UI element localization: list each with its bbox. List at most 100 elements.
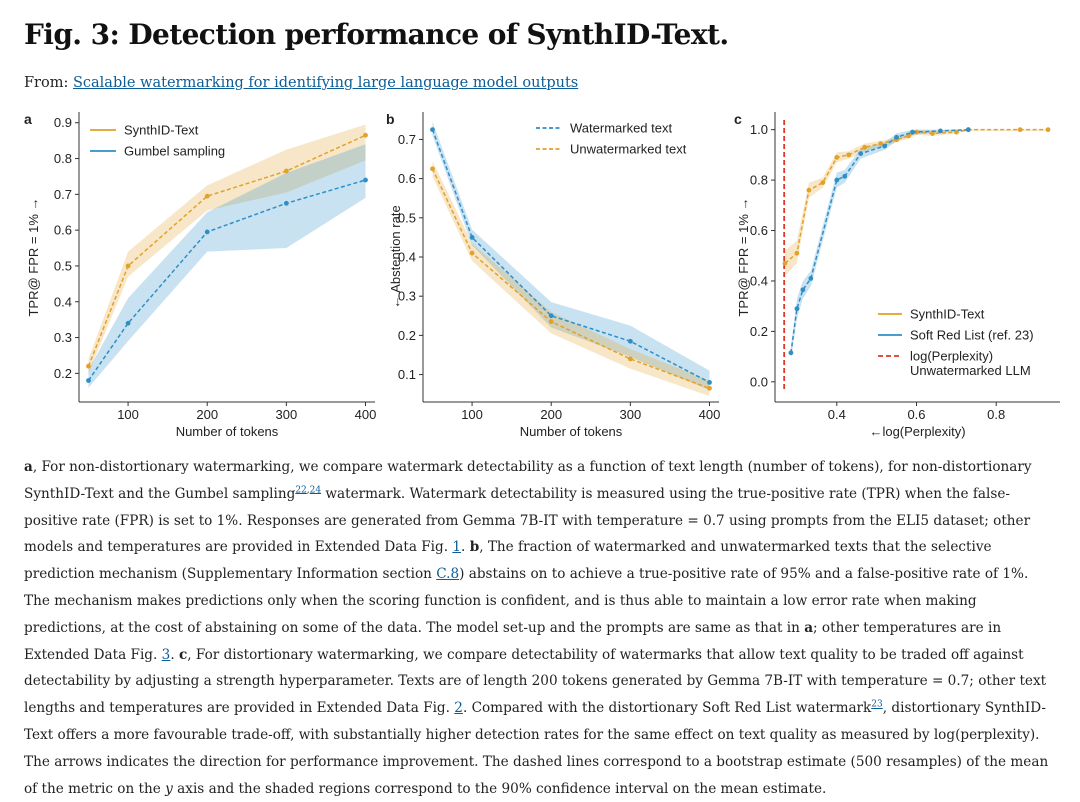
confidence-band xyxy=(432,160,710,397)
figure-title: Fig. 3: Detection performance of SynthID… xyxy=(24,18,729,51)
data-point xyxy=(914,129,919,135)
data-point xyxy=(862,144,868,150)
data-point xyxy=(707,380,712,385)
y-tick-label: 0.7 xyxy=(398,132,416,147)
data-point xyxy=(906,133,911,139)
figure-caption: a, For non-distortionary watermarking, w… xyxy=(24,459,1049,797)
series-line xyxy=(87,134,366,367)
data-point xyxy=(1045,127,1051,133)
data-point xyxy=(469,250,475,256)
data-point xyxy=(882,143,888,149)
legend-label: Watermarked text xyxy=(570,121,672,136)
data-point xyxy=(363,177,368,183)
data-point xyxy=(808,276,814,281)
ref-link[interactable]: 23 xyxy=(871,699,883,710)
x-tick-label: 400 xyxy=(355,407,377,422)
y-tick-label: 0.2 xyxy=(750,324,768,339)
confidence-band xyxy=(88,144,366,388)
series-line xyxy=(431,129,710,384)
caption-text: watermark. Watermark detectability is me… xyxy=(24,485,1031,556)
y-tick-label: 0.6 xyxy=(398,171,416,186)
x-tick-label: 300 xyxy=(620,407,642,422)
ref-link[interactable]: 22 xyxy=(295,485,307,496)
caption-text: The fraction of watermarked and unwaterm… xyxy=(24,539,992,583)
source-article-link[interactable]: Scalable watermarking for identifying la… xyxy=(72,75,579,91)
data-point xyxy=(283,168,289,174)
y-tick-label: 0.3 xyxy=(398,289,416,304)
confidence-band xyxy=(784,129,1049,276)
data-point xyxy=(794,306,800,312)
data-point xyxy=(846,152,852,158)
ref-link[interactable]: 24 xyxy=(309,485,322,496)
data-point xyxy=(858,151,864,157)
data-point xyxy=(842,173,848,179)
data-point xyxy=(125,263,131,269)
caption-text: ; other temperatures are in Extended Dat… xyxy=(24,619,1002,663)
extended-fig-link[interactable]: 2 xyxy=(454,700,463,717)
data-point xyxy=(627,338,633,344)
italic-symbol: y xyxy=(165,780,173,797)
data-point xyxy=(782,260,788,266)
confidence-band xyxy=(790,129,969,360)
y-tick-label: 0.6 xyxy=(750,223,768,238)
caption-text: , distortionary SynthID-Text offers a mo… xyxy=(24,700,1049,797)
x-tick-label: 200 xyxy=(540,407,562,422)
x-tick-label: 300 xyxy=(276,407,298,422)
y-tick-label: 0.5 xyxy=(398,210,416,225)
legend-label: SynthID-Text xyxy=(910,307,985,322)
y-tick-label: 0.2 xyxy=(398,328,416,343)
caption-text: axis and the shaded regions correspond t… xyxy=(177,780,827,797)
legend-label: Gumbel sampling xyxy=(124,144,225,159)
panel-label: c xyxy=(734,111,742,127)
y-tick-label: 0.4 xyxy=(398,250,416,265)
y-axis-label: TPR@ FPR = 1% → xyxy=(26,197,41,316)
extended-fig-link[interactable]: 1 xyxy=(452,539,462,556)
legend-label: log(Perplexity) xyxy=(910,349,993,364)
y-tick-label: 0.0 xyxy=(750,374,768,389)
series-line xyxy=(784,128,1049,264)
extended-fig-link[interactable]: 3 xyxy=(161,646,171,663)
data-point xyxy=(930,131,935,136)
y-tick-label: 0.2 xyxy=(54,366,72,381)
data-point xyxy=(283,200,289,206)
legend-label: SynthID-Text xyxy=(124,123,199,138)
x-tick-label: 0.4 xyxy=(828,407,846,422)
confidence-band xyxy=(88,124,366,374)
y-tick-label: 0.3 xyxy=(54,330,72,345)
caption-text: ) abstains on to achieve a true-positive… xyxy=(24,566,1029,636)
supplementary-link[interactable]: C.8 xyxy=(436,566,460,583)
legend-label: Unwatermarked LLM xyxy=(910,363,1031,378)
data-point xyxy=(204,229,210,235)
data-point xyxy=(910,129,915,135)
data-point xyxy=(820,180,826,186)
y-axis-label: TPR@ FPR = 1% → xyxy=(736,197,751,316)
data-point xyxy=(788,350,794,356)
x-axis-label: ←log(Perplexity) xyxy=(869,424,965,439)
panel-b: b 0.1 0.2 0.3 0.4 0.5 0.6 0.7 100 200 300 400 Number… xyxy=(386,111,720,439)
data-point xyxy=(894,134,899,140)
legend-label: Unwatermarked text xyxy=(570,142,687,157)
data-point xyxy=(86,378,91,383)
confidence-band xyxy=(432,121,710,391)
data-point xyxy=(363,132,368,138)
panel-a: a 0.2 0.3 0.4 0.5 0.6 0.7 0.8 0.9 100 200 300 400 Num… xyxy=(24,111,376,439)
y-tick-label: 0.6 xyxy=(54,223,72,238)
data-point xyxy=(794,250,800,256)
figure-panels: a 0.2 0.3 0.4 0.5 0.6 0.7 0.8 0.9 100 200 300 400 Num… xyxy=(24,111,1060,439)
y-tick-label: 0.7 xyxy=(54,187,72,202)
data-point xyxy=(204,193,210,199)
data-point xyxy=(806,187,812,193)
data-point xyxy=(430,127,435,133)
data-point xyxy=(627,356,633,362)
y-tick-label: 0.5 xyxy=(54,258,72,273)
y-tick-label: 0.8 xyxy=(54,151,72,166)
x-axis-label: Number of tokens xyxy=(520,424,623,439)
data-point xyxy=(834,154,840,160)
legend-label: Soft Red List (ref. 23) xyxy=(910,328,1034,343)
x-tick-label: 0.8 xyxy=(987,407,1005,422)
caption-text: For distortionary watermarking, we compa… xyxy=(24,646,1047,717)
y-tick-label: 0.8 xyxy=(750,173,768,188)
data-point xyxy=(548,313,554,319)
y-tick-label: 0.1 xyxy=(398,367,416,382)
x-tick-label: 0.6 xyxy=(907,407,925,422)
